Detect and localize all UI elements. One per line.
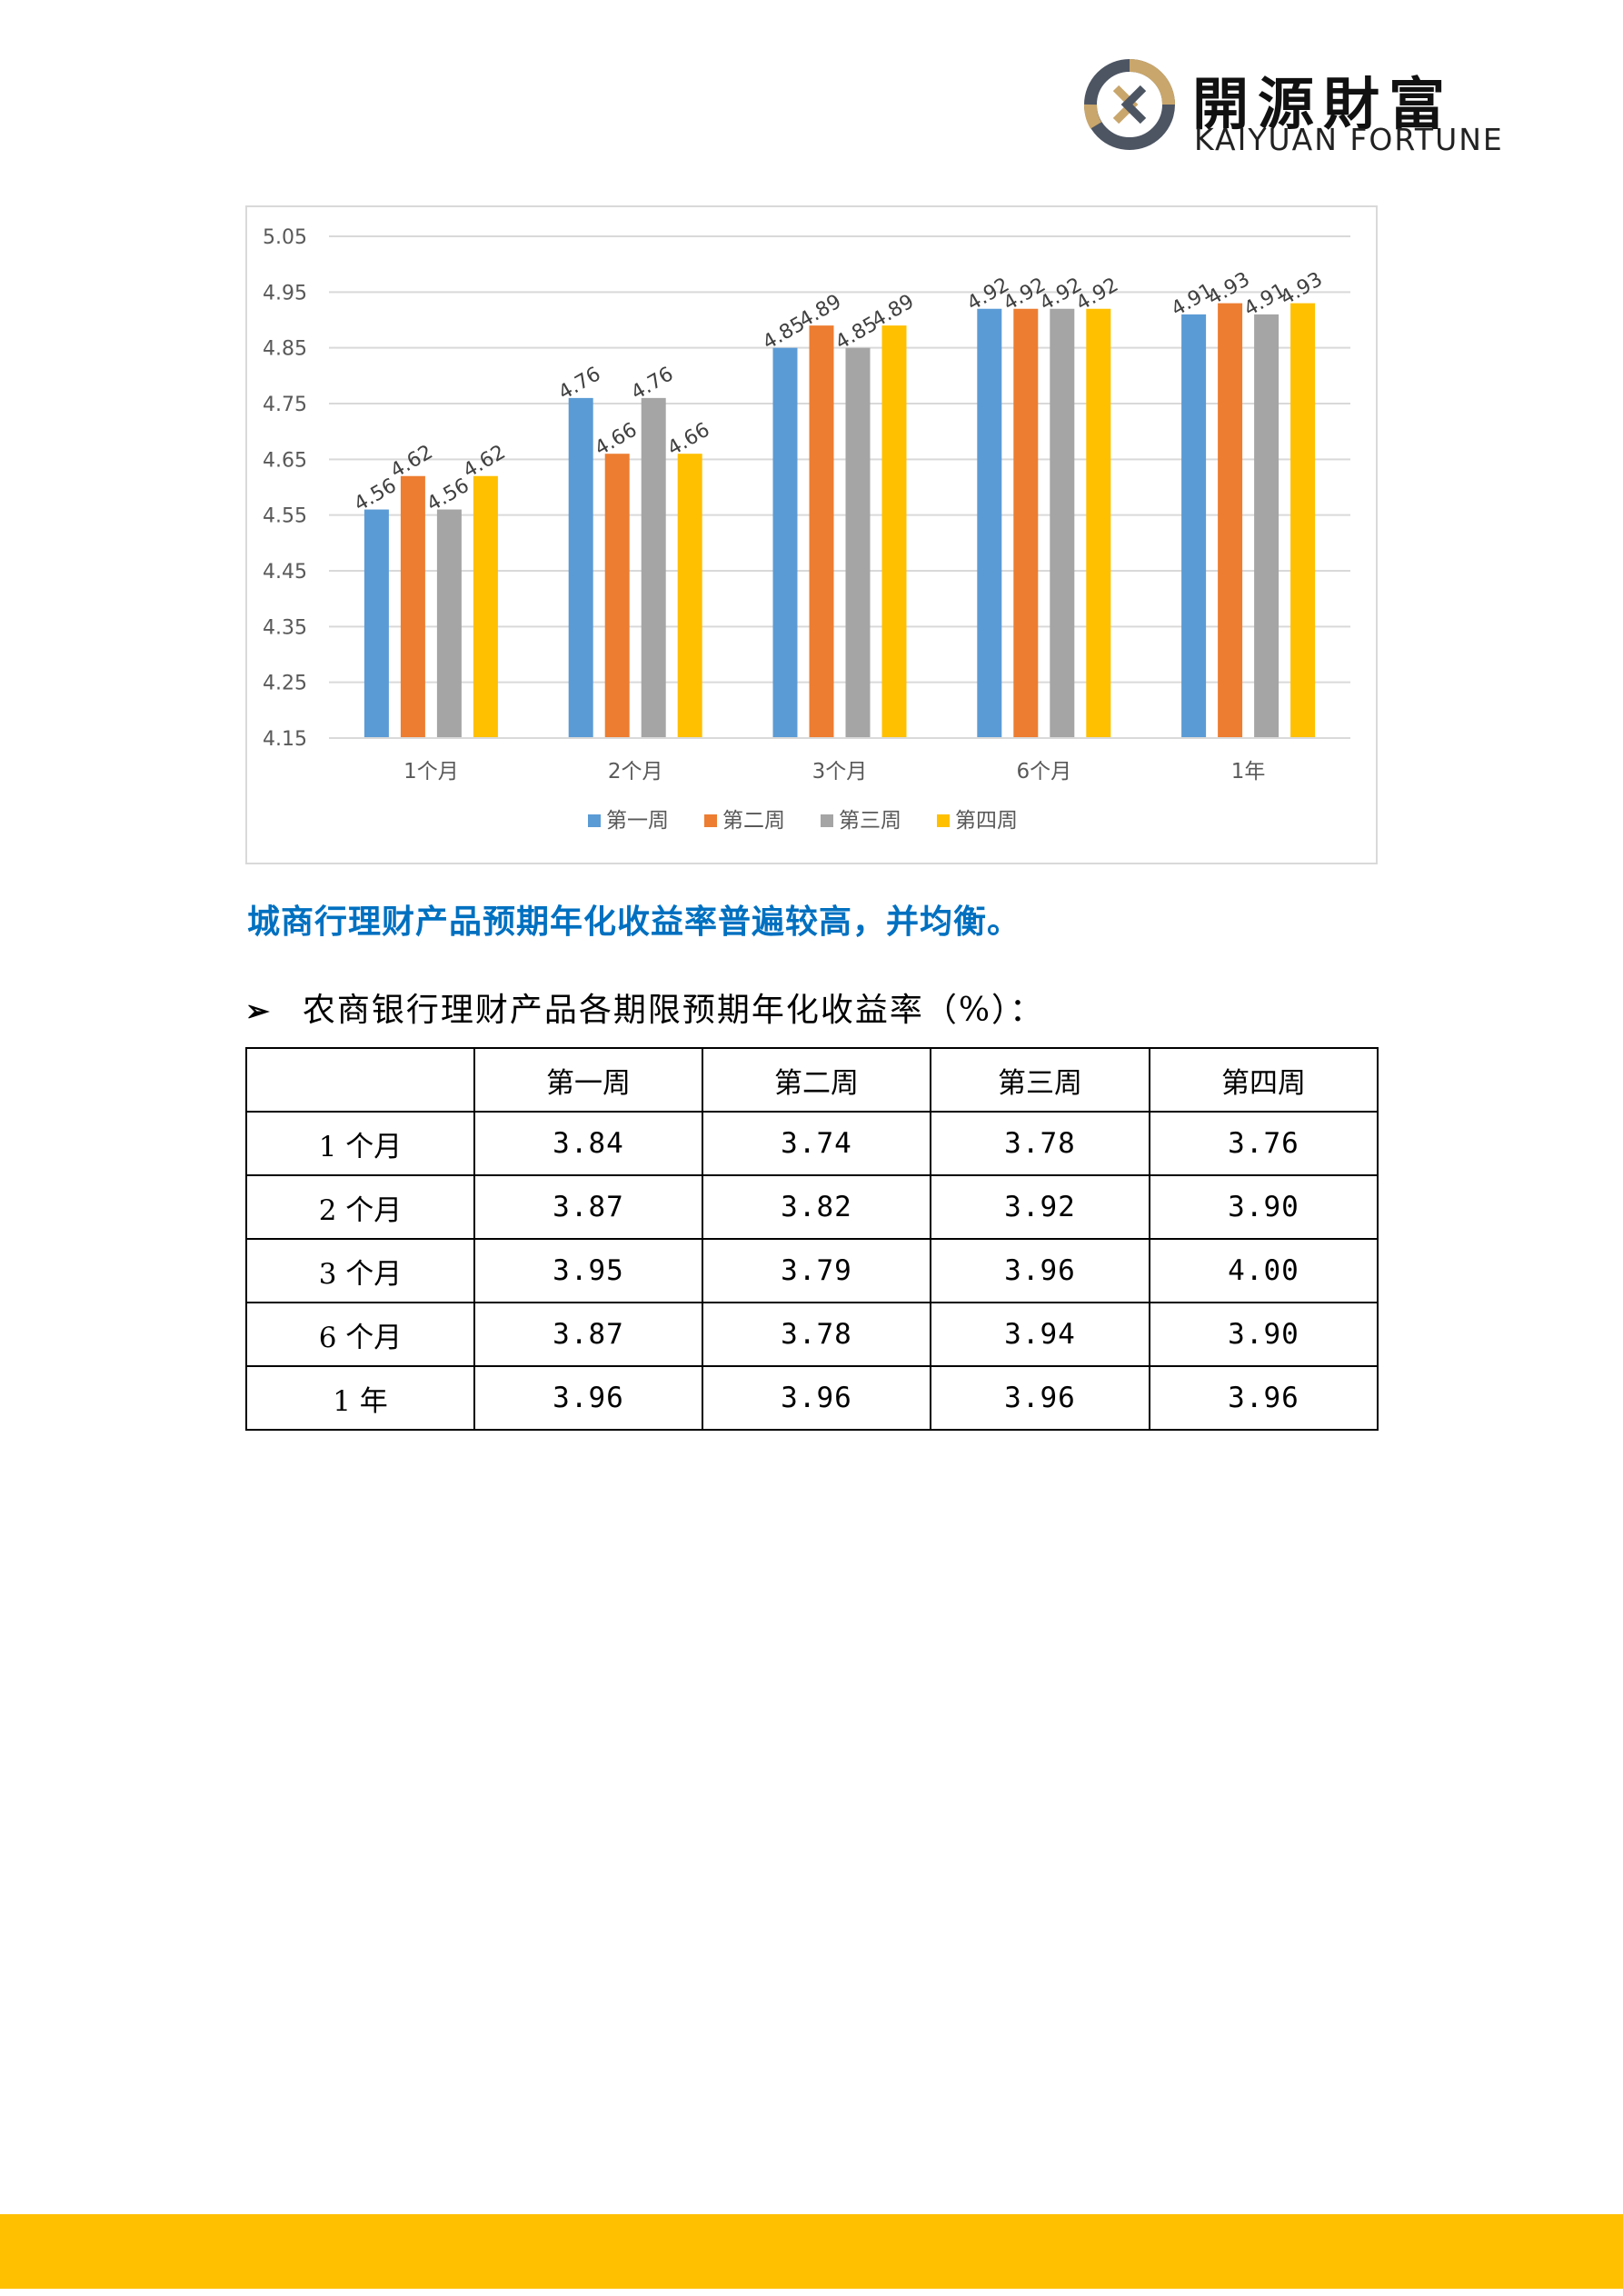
bar <box>845 347 871 738</box>
bar <box>604 454 630 738</box>
yield-table: 第一周 第二周 第三周 第四周 1 个月 3.84 3.74 3.78 3.76… <box>245 1047 1379 1431</box>
bar <box>1254 314 1279 738</box>
x-tick-label: 1年 <box>1231 760 1266 784</box>
y-tick-label: 5.05 <box>263 226 307 249</box>
table-cell: 3.90 <box>1149 1302 1379 1367</box>
bar-chart: 4.15 4.25 4.35 4.45 4.55 4.65 4.75 4.85 4.95 5.05… <box>245 205 1378 864</box>
x-tick-label: 6个月 <box>1016 760 1071 784</box>
y-tick-label: 4.35 <box>263 616 307 639</box>
footer-bar <box>0 2214 1623 2289</box>
table-cell: 3.78 <box>930 1111 1150 1176</box>
bar <box>568 397 593 738</box>
y-tick-label: 4.25 <box>263 673 307 695</box>
bar <box>641 397 666 738</box>
table-header-cell <box>245 1047 475 1113</box>
bar <box>1181 314 1207 738</box>
table-cell: 3.78 <box>702 1302 931 1367</box>
bar <box>436 509 462 738</box>
legend-label: 第四周 <box>955 809 1018 833</box>
table-row: 1 年 3.96 3.96 3.96 3.96 <box>245 1365 1379 1431</box>
company-logo: 開源財富 KAIYUAN FORTUNE <box>1083 58 1504 158</box>
table-cell: 3.76 <box>1149 1111 1379 1176</box>
table-row: 6 个月 3.87 3.78 3.94 3.90 <box>245 1302 1379 1367</box>
table-header-cell: 第三周 <box>930 1047 1150 1113</box>
table-cell: 3.84 <box>473 1111 703 1176</box>
table-cell: 3.94 <box>930 1302 1150 1367</box>
bar <box>772 347 798 738</box>
legend-label: 第三周 <box>839 809 901 833</box>
table-caption: ➢ 农商银行理财产品各期限预期年化收益率（%）： <box>245 983 1044 1031</box>
table-cell: 4.00 <box>1149 1238 1379 1303</box>
bar <box>977 308 1002 738</box>
bar <box>1013 308 1039 738</box>
y-tick-label: 4.45 <box>263 561 307 584</box>
y-tick-label: 4.65 <box>263 449 307 472</box>
table-cell: 3.96 <box>930 1238 1150 1303</box>
table-cell: 3.87 <box>473 1302 703 1367</box>
bar <box>1086 308 1111 738</box>
table-cell: 3.90 <box>1149 1174 1379 1240</box>
section-heading: 城商行理财产品预期年化收益率普遍较高，并均衡。 <box>247 903 1021 941</box>
table-row: 3 个月 3.95 3.79 3.96 4.00 <box>245 1238 1379 1303</box>
bar <box>1218 303 1243 738</box>
bar <box>1050 308 1075 738</box>
legend-label: 第二周 <box>722 809 785 833</box>
x-tick-label: 2个月 <box>608 760 663 784</box>
table-cell: 3.79 <box>702 1238 931 1303</box>
y-tick-label: 4.85 <box>263 338 307 361</box>
table-header-cell: 第二周 <box>702 1047 931 1113</box>
kaiyuan-logo-icon <box>1084 59 1175 150</box>
table-cell: 3.74 <box>702 1111 931 1176</box>
table-caption-text: 农商银行理财产品各期限预期年化收益率（%）： <box>302 992 1045 1029</box>
x-tick-label: 1个月 <box>403 760 459 784</box>
y-tick-label: 4.95 <box>263 282 307 304</box>
x-tick-label: 3个月 <box>812 760 868 784</box>
table-cell: 3.96 <box>702 1365 931 1431</box>
bullet-arrow-icon: ➢ <box>245 993 272 1028</box>
bar <box>363 509 389 738</box>
legend-label: 第一周 <box>606 809 669 833</box>
table-row: 2 个月 3.87 3.82 3.92 3.90 <box>245 1174 1379 1240</box>
table-cell: 3.92 <box>930 1174 1150 1240</box>
table-cell: 3.96 <box>473 1365 703 1431</box>
table-cell: 3.96 <box>1149 1365 1379 1431</box>
table-header-cell: 第四周 <box>1149 1047 1379 1113</box>
bar <box>677 454 702 738</box>
logo-chinese-name: 開源財富 <box>1192 71 1455 137</box>
row-label: 6 个月 <box>245 1302 475 1367</box>
table-cell: 3.87 <box>473 1174 703 1240</box>
bar <box>809 325 834 738</box>
row-label: 3 个月 <box>245 1238 475 1303</box>
table-cell: 3.95 <box>473 1238 703 1303</box>
table-header-row: 第一周 第二周 第三周 第四周 <box>245 1047 1379 1113</box>
table-header-cell: 第一周 <box>473 1047 703 1113</box>
table-cell: 3.96 <box>930 1365 1150 1431</box>
y-tick-label: 4.15 <box>263 728 307 751</box>
row-label: 1 年 <box>245 1365 475 1431</box>
y-tick-label: 4.75 <box>263 394 307 416</box>
legend-swatch <box>937 814 950 827</box>
table-cell: 3.82 <box>702 1174 931 1240</box>
legend-swatch <box>704 814 717 827</box>
bar <box>1290 303 1316 738</box>
logo-english-name: KAIYUAN FORTUNE <box>1194 122 1504 157</box>
legend-swatch <box>588 814 601 827</box>
bar <box>881 325 907 738</box>
bar <box>473 475 498 738</box>
y-tick-label: 4.55 <box>263 505 307 528</box>
legend-swatch <box>821 814 833 827</box>
row-label: 2 个月 <box>245 1174 475 1240</box>
table-row: 1 个月 3.84 3.74 3.78 3.76 <box>245 1111 1379 1176</box>
bar-chart-svg: 4.15 4.25 4.35 4.45 4.55 4.65 4.75 4.85 4.95 5.05… <box>263 226 1350 833</box>
bar <box>400 475 425 738</box>
row-label: 1 个月 <box>245 1111 475 1176</box>
